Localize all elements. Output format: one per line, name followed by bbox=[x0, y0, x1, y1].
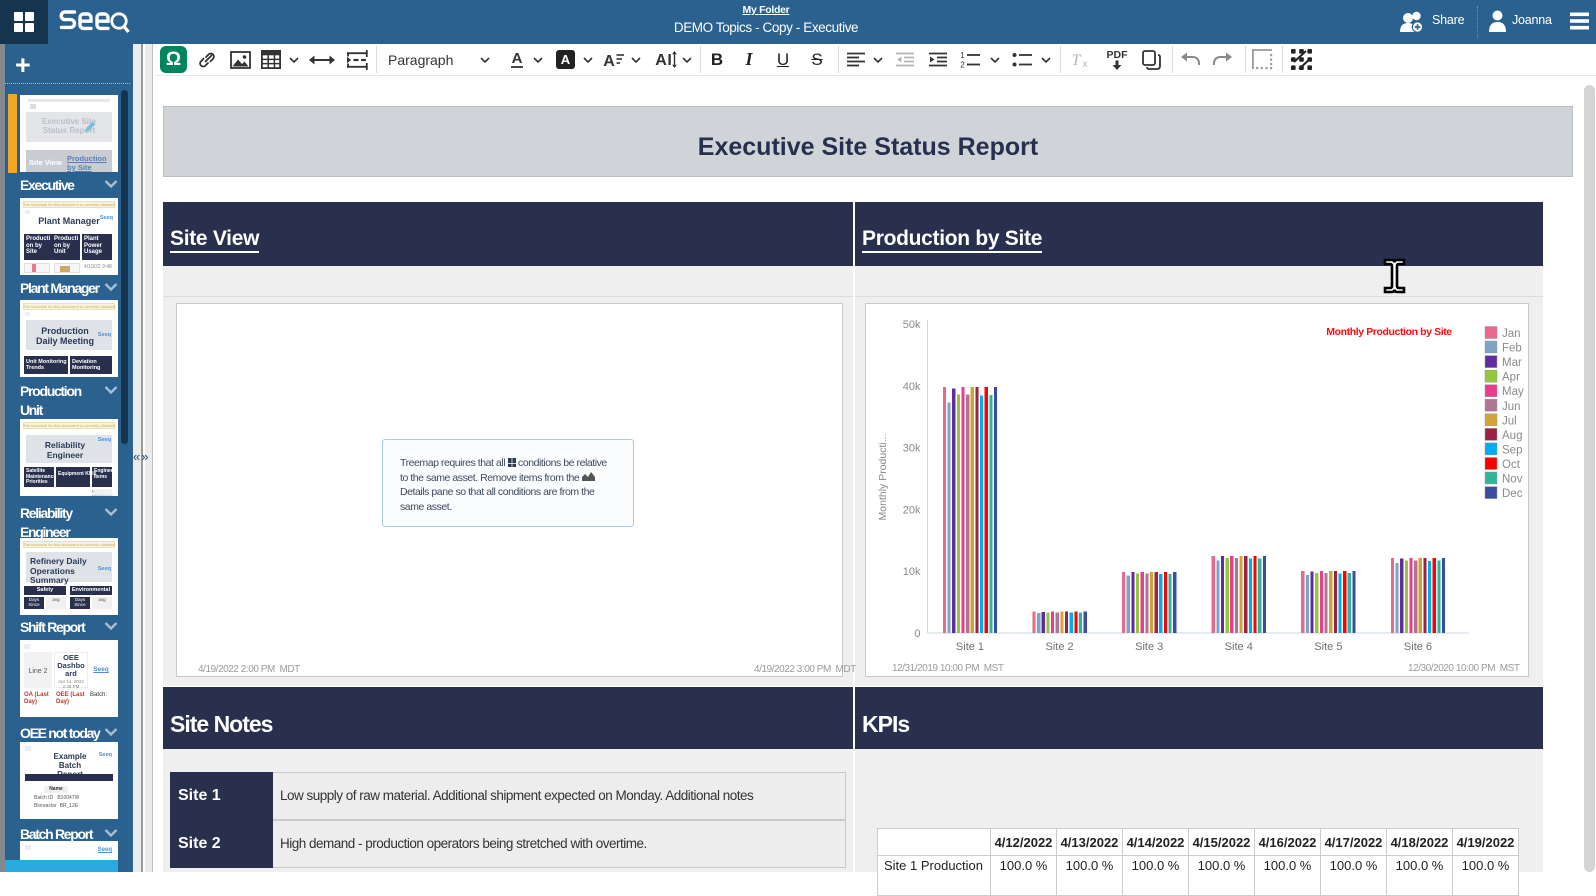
svg-text:A: A bbox=[603, 53, 615, 69]
svg-text:0: 0 bbox=[914, 628, 920, 640]
svg-text:Aug: Aug bbox=[1502, 430, 1522, 442]
svg-text:x: x bbox=[1083, 59, 1088, 68]
svg-text:May: May bbox=[1502, 386, 1524, 398]
svg-text:Nov: Nov bbox=[1502, 474, 1523, 486]
svg-text:Site 2: Site 2 bbox=[1046, 641, 1074, 653]
svg-text:I: I bbox=[667, 52, 671, 69]
svg-text:40k: 40k bbox=[903, 381, 921, 393]
svg-text:Jan: Jan bbox=[1502, 328, 1521, 340]
svg-text:Site 1: Site 1 bbox=[956, 641, 984, 653]
svg-text:30k: 30k bbox=[903, 443, 921, 455]
svg-text:Jul: Jul bbox=[1502, 415, 1517, 427]
svg-text:Sep: Sep bbox=[1502, 444, 1522, 456]
svg-text:Site 5: Site 5 bbox=[1314, 641, 1342, 653]
svg-text:T: T bbox=[1072, 52, 1082, 68]
svg-text:Feb: Feb bbox=[1502, 343, 1522, 355]
svg-text:A: A bbox=[512, 50, 523, 67]
svg-text:Dec: Dec bbox=[1502, 488, 1523, 500]
svg-text:Site 3: Site 3 bbox=[1135, 641, 1163, 653]
svg-text:50k: 50k bbox=[903, 319, 921, 331]
svg-text:1: 1 bbox=[960, 51, 965, 60]
svg-text:10k: 10k bbox=[903, 566, 921, 578]
svg-text:Monthly Producti...: Monthly Producti... bbox=[877, 434, 889, 521]
svg-text:Site 4: Site 4 bbox=[1225, 641, 1253, 653]
svg-text:Mar: Mar bbox=[1502, 357, 1522, 369]
svg-text:Monthly Production by Site: Monthly Production by Site bbox=[1326, 326, 1452, 338]
svg-text:Site 6: Site 6 bbox=[1404, 641, 1432, 653]
svg-text:Apr: Apr bbox=[1502, 372, 1520, 384]
svg-text:20k: 20k bbox=[903, 504, 921, 516]
svg-text:2: 2 bbox=[960, 61, 965, 69]
svg-text:A: A bbox=[655, 52, 667, 69]
svg-text:Jun: Jun bbox=[1502, 401, 1521, 413]
svg-text:PDF: PDF bbox=[1107, 49, 1129, 61]
svg-text:Oct: Oct bbox=[1502, 459, 1521, 471]
svg-text:A: A bbox=[560, 52, 570, 67]
